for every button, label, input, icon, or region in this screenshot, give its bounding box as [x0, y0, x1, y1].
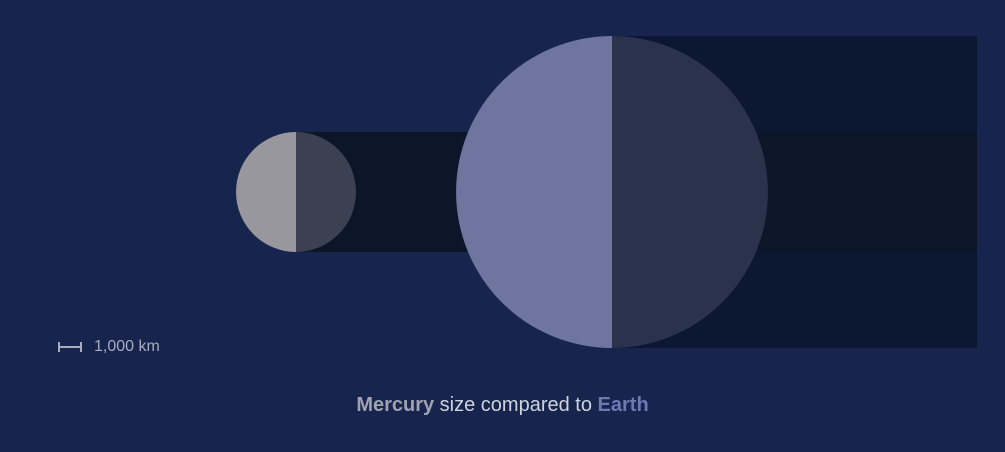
caption-middle: size compared to: [434, 394, 598, 416]
comparison-caption: Mercury size compared to Earth: [0, 394, 1005, 417]
caption-earth: Earth: [597, 394, 649, 416]
scale-bar-icon: [58, 342, 82, 352]
mercury-light-half: [236, 132, 296, 252]
earth: [456, 36, 768, 348]
earth-light-half: [456, 36, 612, 348]
caption-mercury: Mercury: [356, 394, 435, 416]
mercury-dark-half: [296, 132, 356, 252]
scale-label: 1,000 km: [94, 338, 160, 355]
earth-dark-half: [612, 36, 768, 348]
mercury: [236, 132, 356, 252]
scale-legend: 1,000 km: [58, 338, 160, 356]
